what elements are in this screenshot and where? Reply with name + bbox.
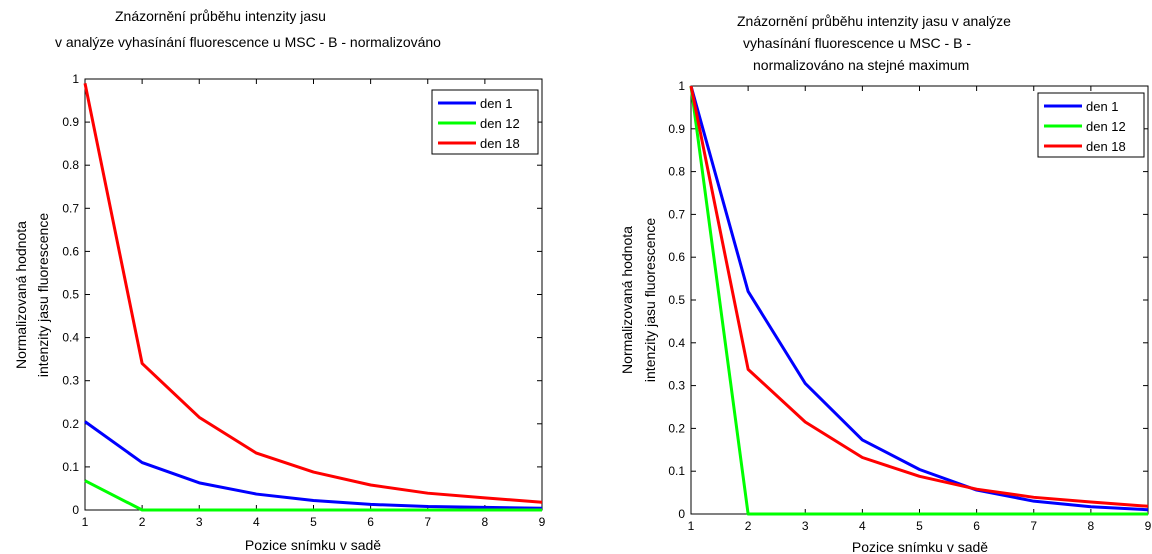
legend: den 1 den 12 den 18: [431, 89, 539, 155]
x-tick-label: 8: [482, 515, 489, 529]
x-tick-label: 6: [367, 515, 374, 529]
y-tick-label: 0: [72, 503, 79, 517]
x-tick-label: 3: [802, 519, 809, 533]
series-line-den-12: [689, 85, 1148, 516]
y-axis-label-line-1: intenzity jasu fluorescence: [642, 218, 658, 382]
y-axis-label-line-1: intenzity jasu fluorescence: [35, 213, 51, 377]
x-tick-label: 1: [82, 515, 89, 529]
x-tick-label: 4: [859, 519, 866, 533]
chart-left: Znázornění průběhu intenzity jasu v analý…: [13, 8, 546, 553]
x-tick-label: 9: [539, 515, 546, 529]
legend-entry: den 1: [480, 96, 513, 111]
y-axis-label-line-0: Normalizovaná hodnota: [13, 221, 29, 369]
y-tick-label: 1: [678, 79, 685, 93]
y-tick-label: 0.9: [668, 122, 685, 136]
y-tick-label: 0.5: [668, 293, 685, 307]
y-tick-label: 0.3: [62, 374, 79, 388]
chart-title-line-0: Znázornění průběhu intenzity jasu v anal…: [737, 13, 1011, 29]
x-tick-label: 5: [916, 519, 923, 533]
y-tick-label: 0.1: [668, 464, 685, 478]
x-axis-label: Pozice snímku v sadě: [245, 537, 381, 553]
x-tick-label: 9: [1145, 519, 1152, 533]
series-line-den-12: [84, 479, 542, 512]
y-tick-label: 0.7: [62, 201, 79, 215]
x-tick-label: 1: [688, 519, 695, 533]
legend-entry: den 1: [1086, 99, 1119, 114]
chart-title-line-2: normalizováno na stejné maximum: [753, 57, 969, 73]
y-tick-label: 0.3: [668, 379, 685, 393]
series-line-den-18: [689, 85, 1149, 508]
series-line-den-18: [83, 83, 543, 504]
y-tick-label: 0: [678, 507, 685, 521]
series-line-den-1: [689, 85, 1149, 512]
x-tick-label: 2: [139, 515, 146, 529]
y-tick-label: 0.8: [668, 165, 685, 179]
y-tick-label: 0.6: [668, 250, 685, 264]
y-tick-label: 0.7: [668, 207, 685, 221]
y-tick-label: 0.8: [62, 158, 79, 172]
legend-entry: den 18: [480, 136, 520, 151]
y-axis-label-line-0: Normalizovaná hodnota: [619, 226, 635, 374]
y-tick-label: 0.9: [62, 115, 79, 129]
x-tick-label: 8: [1088, 519, 1095, 533]
x-tick-label: 7: [424, 515, 431, 529]
y-tick-label: 0.1: [62, 460, 79, 474]
chart-right: Znázornění průběhu intenzity jasu v anal…: [619, 13, 1152, 554]
legend-entry: den 18: [1086, 139, 1126, 154]
y-tick-label: 1: [72, 72, 79, 86]
x-tick-label: 7: [1030, 519, 1037, 533]
legend-entry: den 12: [480, 116, 520, 131]
series-line-den-1: [84, 420, 543, 510]
y-tick-label: 0.4: [62, 331, 79, 345]
x-tick-label: 4: [253, 515, 260, 529]
y-tick-label: 0.6: [62, 244, 79, 258]
legend-entry: den 12: [1086, 119, 1126, 134]
legend: den 1 den 12 den 18: [1037, 92, 1145, 158]
y-tick-label: 0.4: [668, 336, 685, 350]
chart-title-line-0: Znázornění průběhu intenzity jasu: [115, 8, 326, 24]
y-tick-label: 0.2: [62, 417, 79, 431]
y-tick-label: 0.2: [668, 421, 685, 435]
y-tick-label: 0.5: [62, 288, 79, 302]
chart-title-line-1: vyhasínání fluorescence u MSC - B -: [743, 35, 971, 51]
x-tick-label: 3: [196, 515, 203, 529]
x-tick-label: 6: [973, 519, 980, 533]
chart-title-line-1: v analýze vyhasínání fluorescence u MSC …: [55, 34, 441, 50]
x-tick-label: 5: [310, 515, 317, 529]
x-tick-label: 2: [745, 519, 752, 533]
x-axis-label: Pozice snímku v sadě: [852, 539, 988, 554]
